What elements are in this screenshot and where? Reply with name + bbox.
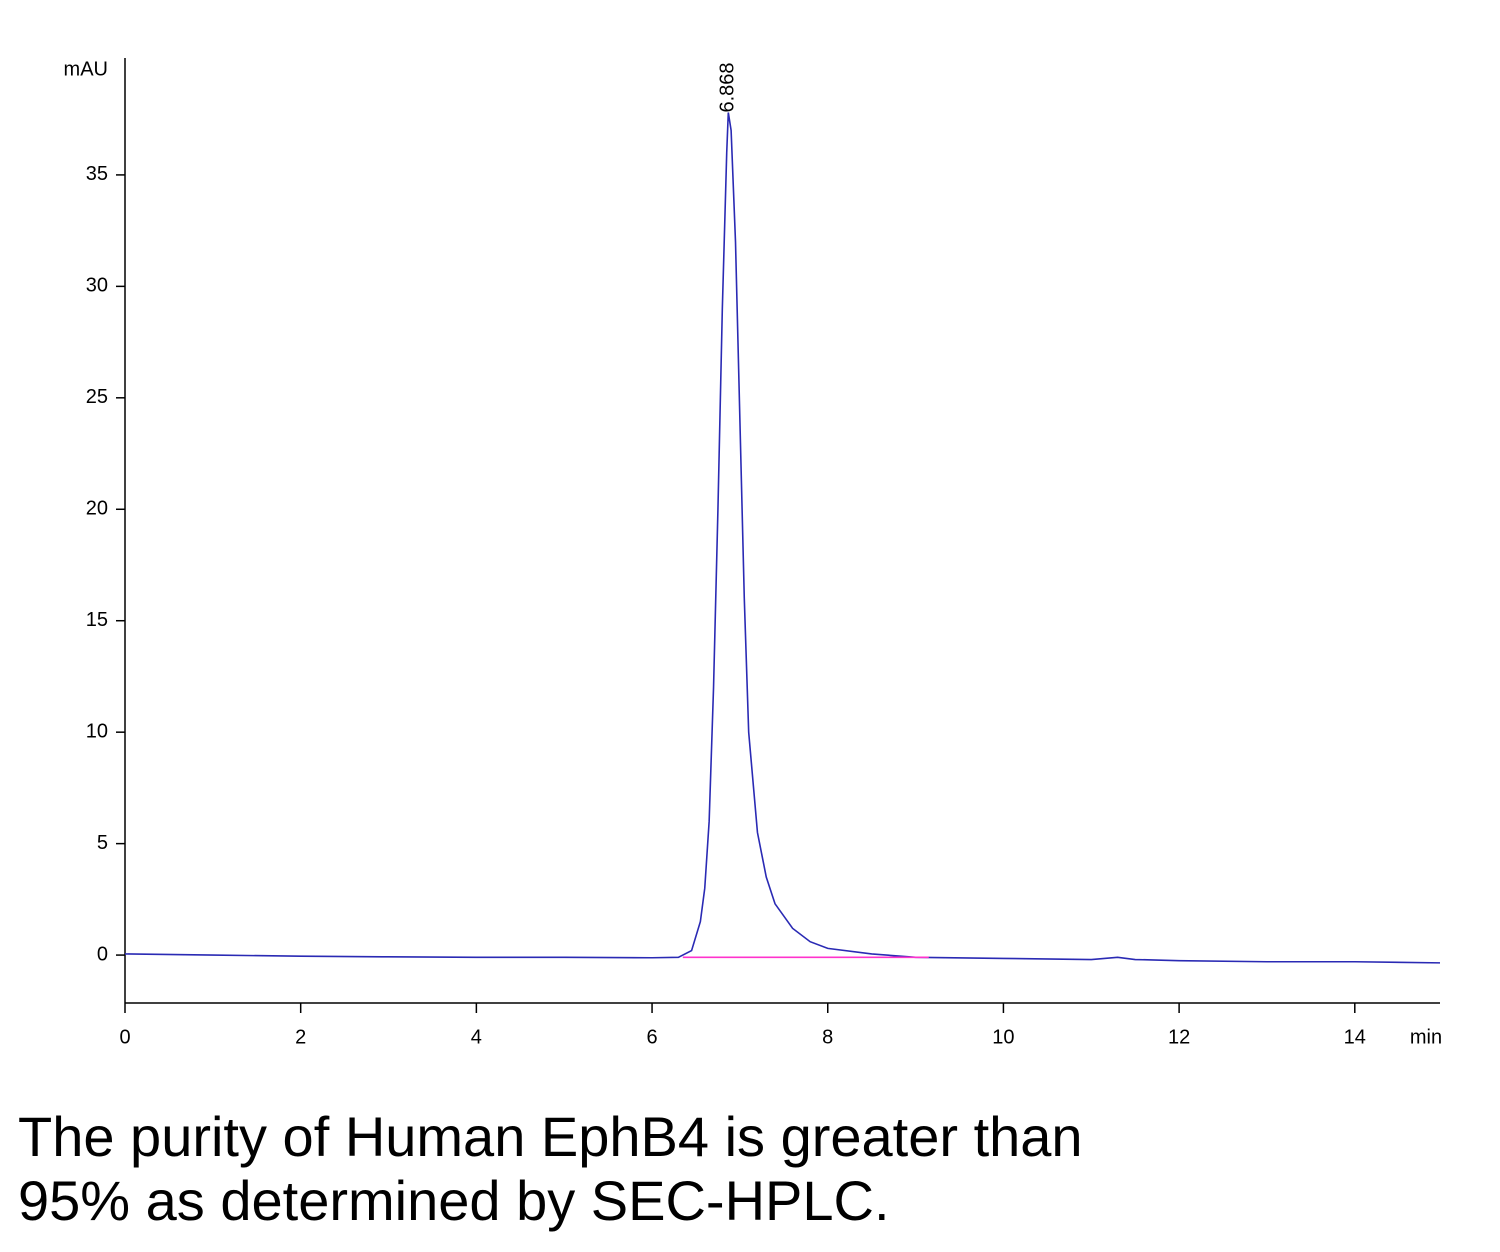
x-tick-label: 14 [1344, 1026, 1366, 1048]
peak-label: 6.868 [717, 62, 739, 112]
x-tick-label: 4 [471, 1026, 482, 1048]
x-tick-label: 8 [822, 1026, 833, 1048]
x-tick-label: 10 [992, 1026, 1014, 1048]
y-tick-label: 35 [86, 163, 108, 185]
chart: mAU min 0 5 10 15 20 25 30 35 0 2 4 6 8 10 12 14 6.868 [64, 58, 1442, 1048]
y-tick-label: 15 [86, 609, 108, 631]
x-axis-label: min [1410, 1026, 1442, 1048]
x-tick-label: 6 [646, 1026, 657, 1048]
y-tick-label: 25 [86, 386, 108, 408]
x-tick-label: 12 [1168, 1026, 1190, 1048]
x-tick-label: 2 [295, 1026, 306, 1048]
caption-line: 95% as determined by SEC-HPLC. [18, 1169, 890, 1232]
caption-line: The purity of Human EphB4 is greater tha… [18, 1105, 1083, 1168]
y-tick-label: 10 [86, 720, 108, 742]
y-tick-label: 0 [97, 943, 108, 965]
y-tick-label: 20 [86, 498, 108, 520]
x-tick-label: 0 [119, 1026, 130, 1048]
y-tick-label: 5 [97, 832, 108, 854]
y-tick-label: 30 [86, 275, 108, 297]
line [124, 112, 1441, 964]
caption: The purity of Human EphB4 is greater tha… [18, 1105, 1083, 1233]
y-axis-label: mAU [64, 58, 108, 80]
